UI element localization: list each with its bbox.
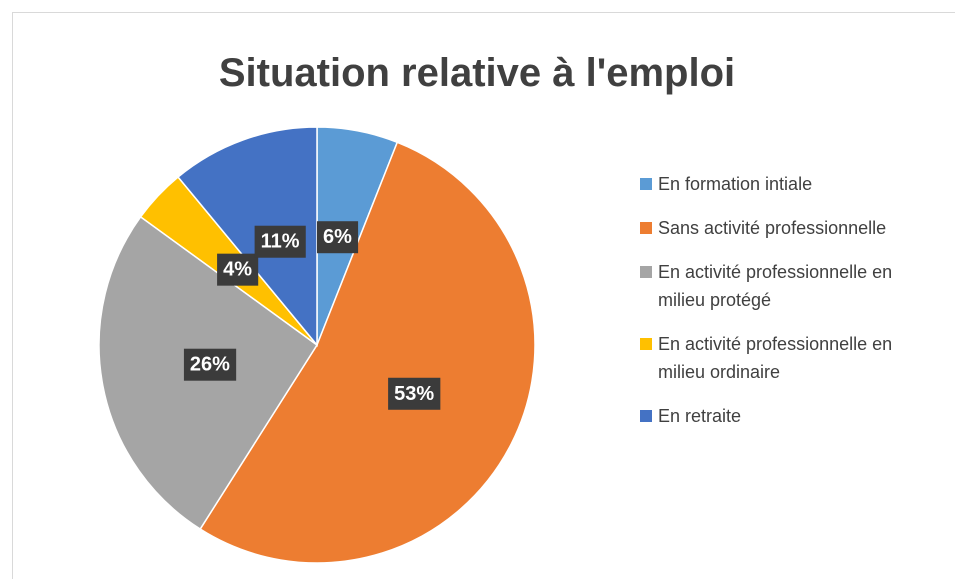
legend-swatch [640, 266, 652, 278]
data-label-box [217, 253, 259, 286]
legend-swatch [640, 222, 652, 234]
legend-swatch [640, 178, 652, 190]
pie-slice [176, 126, 318, 348]
legend-swatch [640, 410, 652, 422]
data-label-box [388, 377, 441, 410]
data-label: 6% [323, 226, 352, 248]
data-label-box [254, 225, 306, 258]
legend-label: En activité professionnelle en milieu pr… [658, 262, 893, 310]
legend-label: Sans activité professionnelle [658, 218, 887, 238]
data-label-box [183, 348, 237, 381]
legend-label: En retraite [658, 406, 742, 426]
data-label: 11% [261, 231, 300, 253]
legend: En formation intiale Sans activité profes… [640, 170, 940, 446]
legend-item: Sans activité professionnelle [640, 214, 940, 242]
legend-item: En retraite [640, 402, 940, 430]
data-label: 53% [394, 383, 434, 405]
legend-label: En formation intiale [658, 174, 813, 194]
frame [12, 12, 955, 579]
data-label-box [316, 221, 359, 254]
legend-item: En formation intiale [640, 170, 940, 198]
pie-slice [199, 141, 536, 564]
legend-swatch [640, 338, 652, 350]
legend-item: En activité professionnelle en milieu or… [640, 330, 940, 386]
chart-title: Situation relative à l'emploi [219, 51, 735, 95]
legend-item: En activité professionnelle en milieu pr… [640, 258, 940, 314]
data-label: 26% [190, 354, 230, 376]
legend-label: En activité professionnelle en milieu or… [658, 334, 893, 382]
data-label: 4% [223, 259, 252, 281]
